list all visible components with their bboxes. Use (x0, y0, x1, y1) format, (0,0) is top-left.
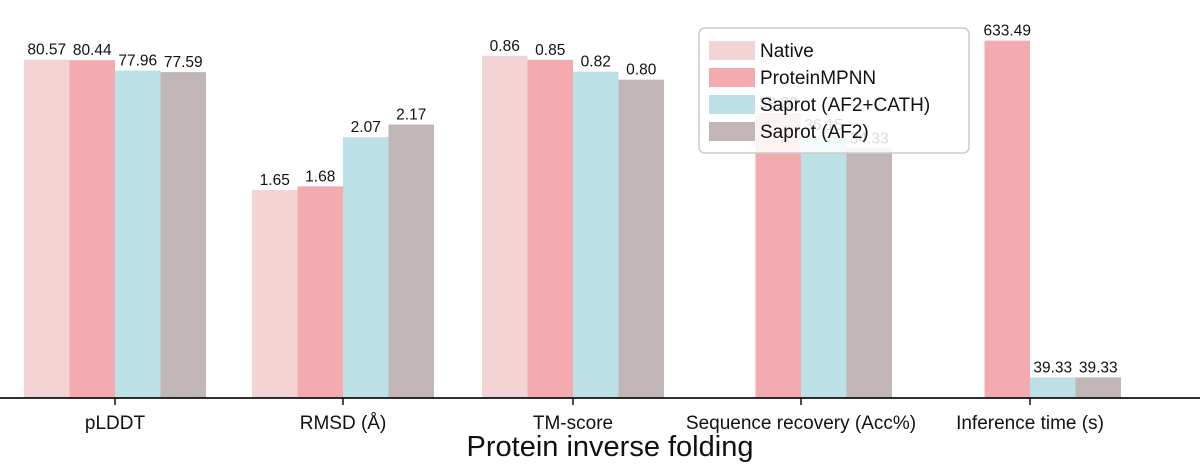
bar-saprot-af2 (846, 148, 892, 398)
bar-proteinmpnn (69, 60, 115, 399)
bar-proteinmpnn (297, 186, 343, 398)
bars (24, 40, 1121, 399)
bar-saprot-af2 (1075, 377, 1121, 398)
bar-value-label: 2.17 (396, 107, 426, 124)
bar-saprot-af2 (618, 79, 664, 399)
legend-swatch (709, 68, 755, 87)
bar-native (24, 59, 70, 399)
legend-swatch (709, 95, 755, 114)
bar-native (482, 55, 528, 399)
bar-saprot-af2-cath (343, 137, 389, 398)
bar-saprot-af2-cath (573, 71, 619, 398)
legend-label: Saprot (AF2) (760, 122, 869, 143)
bar-value-label: 39.33 (1033, 359, 1072, 376)
x-axis-title: Protein inverse folding (467, 431, 754, 463)
legend-swatch (709, 41, 755, 60)
bar-value-label: 1.65 (260, 172, 290, 189)
x-tick-label: Inference time (s) (956, 413, 1104, 434)
legend: Native ProteinMPNN Saprot (AF2+CATH) Saprot… (698, 27, 970, 154)
bar-value-label: 2.07 (351, 119, 381, 136)
legend-label: Saprot (AF2+CATH) (760, 95, 930, 116)
x-axis-ticks (114, 398, 1031, 405)
bar-native (252, 190, 298, 398)
bar-proteinmpnn (527, 59, 573, 398)
bar-saprot-af2-cath (115, 70, 161, 398)
bar-saprot-af2 (160, 72, 206, 399)
bar-value-label: 633.49 (984, 23, 1031, 40)
legend-swatch (709, 122, 755, 141)
bar-saprot-af2-cath (801, 135, 847, 398)
bar-value-label: 77.59 (164, 54, 203, 71)
bar-value-label: 0.82 (581, 54, 611, 71)
bar-proteinmpnn (755, 113, 801, 399)
bar-value-label: 1.68 (305, 168, 335, 185)
x-tick-label: pLDDT (85, 413, 146, 434)
bar-value-label: 0.80 (626, 62, 657, 79)
bar-value-label: 77.96 (118, 53, 157, 70)
x-tick-label: RMSD (Å) (300, 413, 387, 434)
bar-value-label: 0.86 (490, 38, 520, 55)
bar-proteinmpnn (984, 40, 1030, 398)
x-tick-label: TM-score (533, 413, 613, 434)
x-tick-label: Sequence recovery (Acc%) (686, 413, 916, 434)
bar-value-label: 80.57 (27, 42, 66, 59)
bar-saprot-af2 (388, 124, 434, 398)
legend-label: ProteinMPNN (760, 68, 876, 89)
bar-value-label: 0.85 (535, 42, 565, 59)
legend-frame (698, 27, 970, 154)
bar-value-label: 39.33 (1079, 359, 1118, 376)
legend-label: Native (760, 41, 814, 62)
bar-saprot-af2-cath (1030, 377, 1076, 398)
x-axis-tick-labels: pLDDT RMSD (Å) TM-score Sequence recovery (… (85, 413, 1104, 434)
bar-value-label: 80.44 (73, 42, 112, 59)
